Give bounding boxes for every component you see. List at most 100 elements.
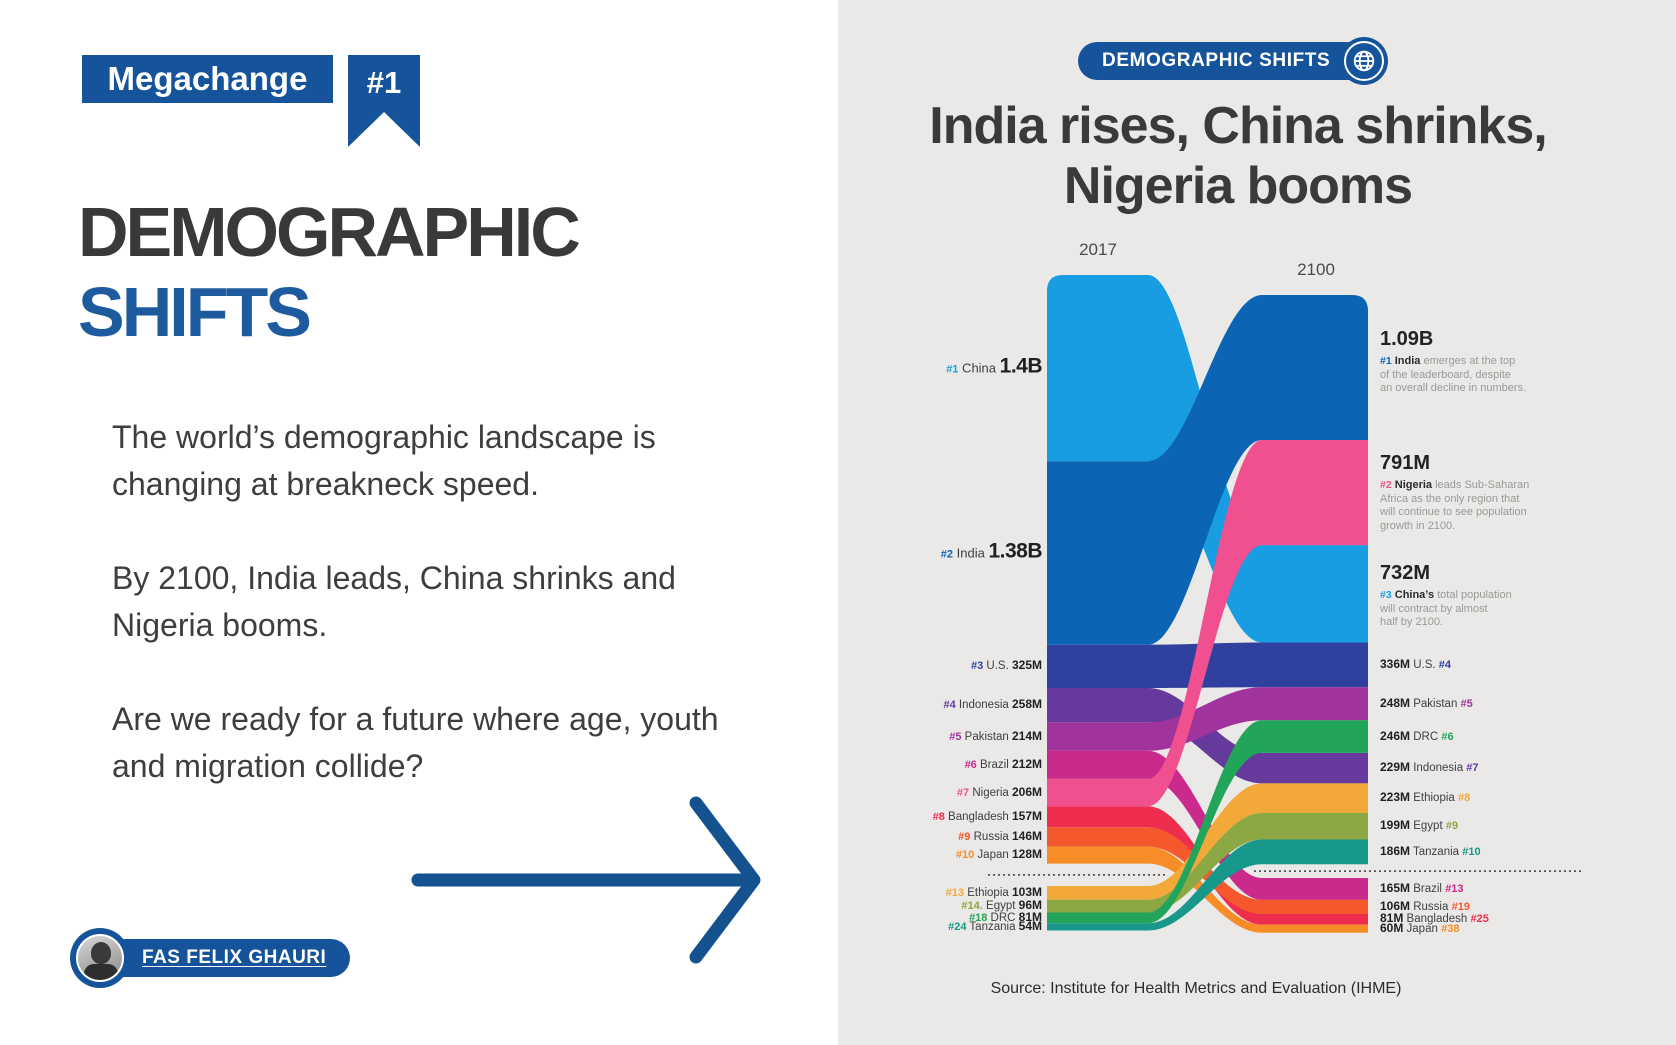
label-2017-Japan: #10 Japan 128M — [930, 848, 1042, 862]
label-2100-Russia: 106M Russia #19 — [1380, 898, 1470, 914]
rank-2017: #2 — [940, 548, 954, 561]
label-2017-Nigeria: #7 Nigeria 206M — [930, 785, 1042, 800]
kicker-badge: Megachange — [82, 55, 333, 103]
flow-Egypt — [1047, 813, 1368, 913]
rank-2017: #1 — [946, 363, 959, 376]
annotation-body: leads Sub-Saharan Africa as the only reg… — [1380, 479, 1530, 532]
label-2017-Tanzania: #24 Tanzania 54M — [930, 918, 1042, 934]
country-name: U.S. — [983, 660, 1012, 673]
label-2100-Indonesia: 229M Indonesia #7 — [1380, 761, 1479, 775]
rank-2017: #4 — [943, 699, 956, 712]
rank-2017: #14. — [961, 900, 983, 913]
topic-pill: DEMOGRAPHIC SHIFTS — [1078, 37, 1389, 85]
country-name: Tanzania — [1410, 845, 1463, 858]
country-name: DRC — [987, 911, 1019, 924]
flow-Ethiopia — [1047, 783, 1368, 900]
rank-2100: #4 — [1438, 658, 1452, 671]
rank-2100: #19 — [1451, 900, 1470, 913]
title-line-1: DEMOGRAPHIC — [78, 193, 581, 271]
rank-2017: #9 — [958, 830, 971, 843]
annotation-body: emerges at the top of the leaderboard, d… — [1380, 355, 1527, 394]
population-2017: 103M — [1011, 884, 1042, 899]
population-2017: 214M — [1011, 728, 1042, 743]
population-2017: 212M — [1011, 756, 1042, 771]
population-2100: 229M — [1380, 760, 1411, 775]
country-name: Bangladesh — [944, 810, 1012, 823]
population-2017: 146M — [1011, 828, 1042, 843]
population-2100: 186M — [1380, 843, 1411, 858]
population-2017: 325M — [1011, 658, 1042, 673]
label-2017-Egypt: #14. Egypt 96M — [930, 899, 1042, 913]
rank-2100: #7 — [1466, 762, 1479, 775]
label-2017-DRC: #18 DRC 81M — [930, 909, 1042, 925]
label-2100-Brazil: 165M Brazil #13 — [1380, 880, 1464, 896]
country-name: Pakistan — [961, 730, 1012, 743]
flow-svg — [988, 275, 1582, 933]
label-2100-DRC: 246M DRC #6 — [1380, 728, 1454, 744]
rank-2100: #5 — [1460, 697, 1473, 710]
label-2017-Russia: #9 Russia 146M — [930, 828, 1042, 844]
population-2100: 81M — [1380, 911, 1404, 926]
year-label-2100: 2100 — [1297, 260, 1335, 279]
population-2017: 96M — [1018, 898, 1042, 913]
country-name: Nigeria — [969, 786, 1012, 799]
rank-2017: #8 — [932, 810, 945, 823]
population-2017: 128M — [1011, 847, 1042, 862]
country-name: DRC — [1410, 730, 1442, 743]
rank-2100: #25 — [1470, 913, 1489, 926]
annotation-#1: 1.09B #1 India emerges at the top of the … — [1380, 328, 1538, 396]
country-name: Russia — [1410, 900, 1452, 913]
annotation-text: #3 China’s total population will contrac… — [1380, 589, 1538, 630]
avatar — [70, 928, 130, 988]
label-2017-Ethiopia: #13 Ethiopia 103M — [930, 884, 1042, 900]
country-name: Japan — [1403, 922, 1442, 935]
population-2100: 60M — [1380, 920, 1404, 935]
country-name: Tanzania — [966, 920, 1019, 933]
population-2017: 258M — [1011, 697, 1042, 712]
country-name: Brazil — [1410, 882, 1446, 895]
flow-India — [1047, 295, 1368, 645]
population-2100: 246M — [1380, 728, 1411, 743]
year-label-2017: 2017 — [1079, 240, 1117, 259]
annotation-value: 732M — [1380, 562, 1431, 584]
rank-2017: #6 — [964, 758, 977, 771]
population-2100: 165M — [1380, 880, 1411, 895]
page-title: DEMOGRAPHIC SHIFTS — [78, 192, 581, 352]
country-name: Japan — [974, 849, 1012, 862]
label-2100-Tanzania: 186M Tanzania #10 — [1380, 843, 1481, 859]
author-pill: FAS FELIX GHAURI — [100, 939, 351, 977]
next-arrow-icon[interactable] — [390, 745, 770, 975]
population-2100: 106M — [1380, 898, 1411, 913]
annotation-country: China’s — [1391, 589, 1438, 601]
annotation-rank: #2 — [1380, 479, 1392, 491]
population-2017: 81M — [1018, 909, 1042, 924]
population-2017: 54M — [1018, 918, 1042, 933]
intro-paragraph-1: The world’s demographic landscape is cha… — [112, 419, 656, 502]
country-name: Ethiopia — [1410, 792, 1458, 805]
label-2100-Pakistan: 248M Pakistan #5 — [1380, 696, 1473, 711]
annotation-rank: #1 — [1380, 355, 1392, 367]
rank-2100: #13 — [1445, 882, 1464, 895]
annotation-value: 791M — [1380, 452, 1431, 474]
chart-headline: India rises, China shrinks, Nigeria boom… — [838, 96, 1638, 216]
source-caption: Source: Institute for Health Metrics and… — [990, 980, 1402, 997]
alluvial-chart: #1 China 1.4B #2 India 1.38B #3 U.S. 325M #… — [930, 230, 1630, 950]
population-2100: 336M — [1380, 656, 1411, 671]
population-2100: 199M — [1380, 818, 1411, 833]
annotation-text: #1 India emerges at the top of the leade… — [1380, 355, 1538, 396]
rank-2100: #6 — [1441, 730, 1454, 743]
annotation-country: Nigeria — [1391, 479, 1436, 491]
right-panel: DEMOGRAPHIC SHIFTS India rises, China sh… — [838, 0, 1676, 1045]
rank-2100: #8 — [1457, 792, 1471, 805]
flow-Indonesia — [1047, 687, 1368, 784]
annotation-#3: 732M #3 China’s total population will con… — [1380, 562, 1538, 630]
label-2017-Pakistan: #5 Pakistan 214M — [930, 728, 1042, 744]
rank-2100: #9 — [1445, 820, 1459, 833]
kicker-label: Megachange — [107, 60, 308, 97]
author-name: FAS FELIX GHAURI — [142, 947, 327, 968]
left-panel: Megachange #1 DEMOGRAPHIC SHIFTS The wor… — [70, 55, 770, 988]
annotation-text: #2 Nigeria leads Sub-Saharan Africa as t… — [1380, 479, 1538, 533]
headline-line-2: Nigeria booms — [1063, 157, 1413, 215]
country-name: Pakistan — [1410, 697, 1461, 710]
